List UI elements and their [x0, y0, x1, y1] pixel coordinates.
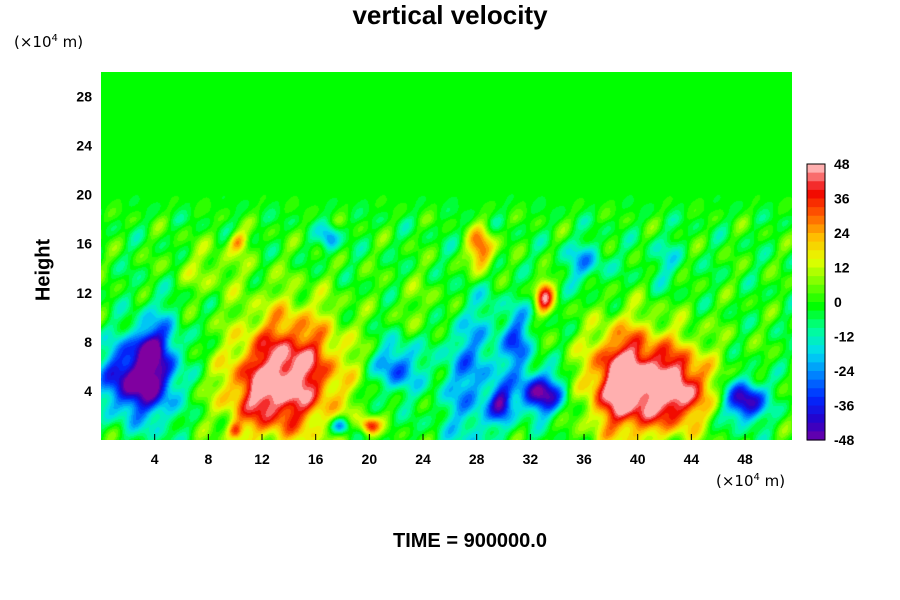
- x-tick-label: 16: [308, 451, 324, 467]
- x-tick-label: 28: [469, 451, 485, 467]
- colorbar-tick-label: -48: [834, 432, 854, 448]
- colorbar-segment: [807, 293, 825, 303]
- colorbar-segment: [807, 388, 825, 398]
- colorbar-segment: [807, 422, 825, 432]
- colorbar-segment: [807, 233, 825, 243]
- colorbar-tick-label: -24: [834, 363, 854, 379]
- x-tick-label: 12: [254, 451, 270, 467]
- time-label: TIME = 900000.0: [393, 530, 547, 552]
- colorbar-segment: [807, 431, 825, 441]
- colorbar-segment: [807, 414, 825, 424]
- colorbar-segment: [807, 371, 825, 381]
- colorbar-segment: [807, 276, 825, 286]
- colorbar-segment: [807, 198, 825, 208]
- colorbar-segment: [807, 353, 825, 363]
- colorbar-segment: [807, 181, 825, 191]
- y-tick-label: 28: [76, 89, 92, 105]
- y-tick-label: 4: [84, 383, 92, 399]
- colorbar-segment: [807, 336, 825, 346]
- y-tick-label: 20: [76, 187, 92, 203]
- x-axis: 4 8 12 16 20 24 28 32 36 40 44 48: [151, 434, 753, 467]
- x-tick-label: 36: [576, 451, 592, 467]
- colorbar-segment: [807, 310, 825, 320]
- colorbar-tick-label: 24: [834, 225, 850, 241]
- colorbar-segment: [807, 172, 825, 182]
- chart-title: vertical velocity: [352, 0, 548, 30]
- colorbar-segment: [807, 379, 825, 389]
- colorbar-segment: [807, 189, 825, 200]
- colorbar-segment: [807, 345, 825, 355]
- colorbar-segment: [807, 319, 825, 329]
- colorbar-segment: [807, 284, 825, 294]
- x-axis-unit: (×104 m): [716, 472, 786, 490]
- x-tick-label: 20: [362, 451, 378, 467]
- x-tick-label: 48: [737, 451, 753, 467]
- colorbar-tick-label: 0: [834, 294, 842, 310]
- colorbar-segment: [807, 258, 825, 269]
- colorbar-frame: [806, 163, 826, 441]
- y-tick-label: 24: [76, 138, 92, 154]
- colorbar-segment: [807, 327, 825, 338]
- colorbar-segment: [807, 302, 825, 312]
- colorbar-segment: [807, 215, 825, 225]
- colorbar-tick-label: -12: [834, 329, 854, 345]
- x-tick-label: 44: [684, 451, 700, 467]
- y-axis: 4 8 12 16 20 24 28: [76, 89, 92, 399]
- y-tick-label: 16: [76, 236, 92, 252]
- colorbar-segment: [807, 250, 825, 260]
- colorbar-tick-label: -36: [834, 398, 854, 414]
- colorbar-tick-label: 36: [834, 191, 850, 207]
- colorbar-tick-label: 12: [834, 260, 850, 276]
- colorbar-segment: [807, 362, 825, 372]
- colorbar-segment: [807, 164, 825, 174]
- colorbar-tick-label: 48: [834, 156, 850, 172]
- heatmap-field: [101, 72, 792, 440]
- y-tick-label: 8: [84, 334, 92, 350]
- colorbar-segment: [807, 207, 825, 217]
- colorbar-segment: [807, 405, 825, 415]
- y-tick-label: 12: [76, 285, 92, 301]
- x-tick-label: 40: [630, 451, 646, 467]
- x-tick-label: 4: [151, 451, 159, 467]
- plot-area: [101, 72, 792, 440]
- colorbar-segment: [807, 241, 825, 251]
- colorbar-segment: [807, 267, 825, 277]
- x-tick-label: 32: [523, 451, 539, 467]
- x-tick-label: 24: [415, 451, 431, 467]
- colorbar-segment: [807, 224, 825, 234]
- colorbar: 48 36 24 12 0 -12 -24 -36 -48: [806, 156, 854, 448]
- colorbar-segment: [807, 396, 825, 407]
- y-axis-unit: (×104 m): [14, 33, 84, 51]
- x-tick-label: 8: [204, 451, 212, 467]
